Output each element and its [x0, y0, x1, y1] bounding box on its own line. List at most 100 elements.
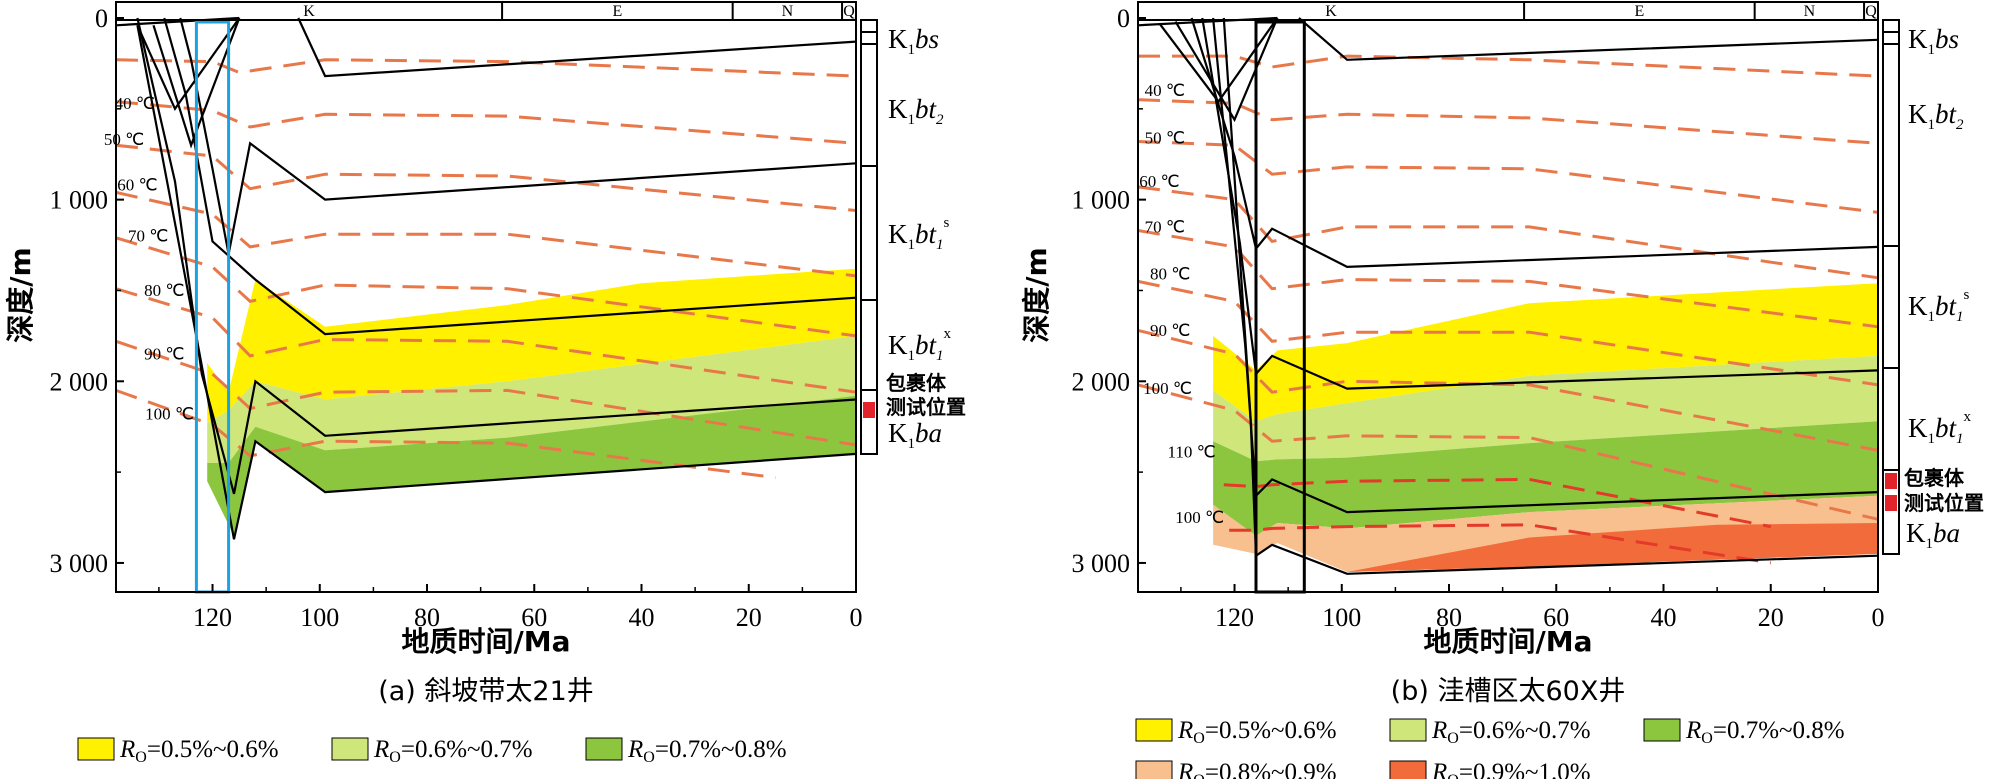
- x-tick-label: 40: [1651, 603, 1677, 632]
- x-tick-label: 120: [1215, 603, 1254, 632]
- legend-label: RO=0.6%~0.7%: [1431, 717, 1591, 747]
- isotherm-label: 50 ℃: [104, 130, 144, 149]
- ro-zone: [207, 395, 856, 536]
- ro-zone: [1347, 523, 1878, 572]
- isotherm-label: 90 ℃: [144, 345, 184, 364]
- y-tick-label: 2 000: [50, 367, 109, 396]
- isotherm-label: 100 ℃: [1143, 379, 1192, 398]
- isotherm-label: 100 ℃: [145, 404, 194, 423]
- isotherm-line: [1137, 140, 1879, 214]
- legend-swatch: [1135, 760, 1173, 779]
- axes-b: K E N Q 120 100 80 60 40 20 0 0 1 000 2 000 3 000 40 ℃ 5…: [1072, 2, 1885, 632]
- formation-label: K1ba: [1906, 518, 1960, 552]
- plot-frame-b: [1137, 1, 1879, 593]
- isotherm-line: [115, 100, 857, 145]
- isotherm-line: [1137, 279, 1879, 387]
- y-tick-label: 3 000: [50, 549, 109, 578]
- marker-note: 包裹体: [1904, 466, 1965, 490]
- caption-b: (b) 洼槽区太60X井: [1391, 676, 1626, 707]
- period-label: N: [782, 3, 794, 20]
- burial-curve: [1212, 17, 1879, 514]
- inclusion-marker-b2: [1885, 495, 1897, 511]
- isotherm-label: 100 ℃: [1175, 508, 1224, 527]
- y-axis-title-b: 深度/m: [1020, 247, 1053, 342]
- legend-swatch: [1135, 718, 1173, 742]
- y-tick-label: 2 000: [1072, 367, 1131, 396]
- formation-label: K1bs: [1908, 24, 1959, 58]
- inclusion-marker-a: [863, 402, 875, 418]
- y-tick-label: 1 000: [1072, 186, 1131, 215]
- panel-a: K E N Q 120 100 80 60 40 20 0 0 1 000 2 000 3 000 40 ℃ 5…: [4, 1, 966, 707]
- legend-swatch: [1643, 718, 1681, 742]
- x-axis-title-a: 地质时间/Ma: [402, 625, 571, 658]
- burial-curve: [1190, 17, 1879, 269]
- legend-swatch: [77, 737, 115, 761]
- formation-column-a: [860, 19, 878, 455]
- burial-curve: [1201, 17, 1879, 390]
- isotherm-line: [115, 58, 857, 78]
- isotherm-label: 40 ℃: [1145, 81, 1185, 100]
- legend-swatch: [331, 737, 369, 761]
- legend-label: RO=0.5%~0.6%: [1177, 717, 1337, 747]
- x-tick-label: 0: [850, 603, 863, 632]
- burial-curve: [136, 25, 857, 540]
- x-tick-label: 40: [629, 603, 655, 632]
- x-axis-title-b: 地质时间/Ma: [1424, 625, 1593, 658]
- isotherm-label: 90 ℃: [1150, 321, 1190, 340]
- legend-label: RO=0.7%~0.8%: [627, 736, 787, 766]
- period-label: K: [303, 3, 315, 20]
- isotherm-line: [1137, 328, 1879, 452]
- isotherm-line: [1137, 98, 1879, 145]
- isotherm-label: 60 ℃: [117, 176, 157, 195]
- isotherm-label: 80 ℃: [1150, 265, 1190, 284]
- burial-curves-b: [1137, 16, 1879, 575]
- isotherm-label: 80 ℃: [144, 281, 184, 300]
- burial-curve: [163, 17, 857, 336]
- x-tick-label: 120: [193, 603, 232, 632]
- y-tick-label: 0: [1117, 4, 1130, 33]
- period-label: K: [1325, 3, 1337, 20]
- period-label: Q: [843, 3, 855, 20]
- marker-note: 测试位置: [886, 395, 966, 419]
- isotherm-label: 50 ℃: [1145, 128, 1185, 147]
- formation-column-b: [1882, 19, 1900, 555]
- axes-a: K E N Q 120 100 80 60 40 20 0 0 1 000 2 000 3 000 40 ℃ 5…: [50, 2, 863, 632]
- x-tick-label: 20: [1758, 603, 1784, 632]
- formation-label: K1bt1x: [888, 326, 952, 364]
- burial-curve: [1298, 17, 1879, 61]
- x-tick-label: 60: [1543, 603, 1569, 632]
- plot-frame-a: [115, 1, 857, 593]
- y-tick-label: 3 000: [1072, 549, 1131, 578]
- x-tick-label: 20: [736, 603, 762, 632]
- x-tick-label: 100: [300, 603, 339, 632]
- legend-a: RO=0.5%~0.6% RO=0.6%~0.7% RO=0.7%~0.8%: [77, 736, 787, 766]
- legend-label: RO=0.5%~0.6%: [119, 736, 279, 766]
- ro-zones-a: [207, 268, 856, 536]
- formation-label: K1ba: [888, 418, 942, 452]
- period-label: E: [613, 3, 623, 20]
- isotherm-line: [1137, 383, 1879, 521]
- y-tick-label: 0: [95, 4, 108, 33]
- period-label: E: [1635, 3, 1645, 20]
- period-label: N: [1804, 3, 1816, 20]
- x-tick-label: 80: [414, 603, 440, 632]
- isotherm-label: 70 ℃: [128, 226, 168, 245]
- isotherm-line: [115, 190, 857, 278]
- x-tick-label: 60: [521, 603, 547, 632]
- marker-note: 测试位置: [1904, 491, 1984, 515]
- burial-curve: [1222, 17, 1879, 575]
- inclusion-marker-b: [1885, 473, 1897, 489]
- formation-label: K1bt2: [888, 94, 944, 128]
- period-label: Q: [1865, 3, 1877, 20]
- formation-label: K1bt1s: [1908, 287, 1970, 325]
- formation-label: K1bt1s: [888, 215, 950, 253]
- burial-curve: [136, 17, 857, 495]
- ro-zone: [1213, 421, 1878, 536]
- formation-label: K1bs: [888, 24, 939, 58]
- isotherm-line: [115, 143, 857, 212]
- legend-swatch: [1389, 760, 1427, 779]
- legend-label: RO=0.9%~1.0%: [1431, 759, 1591, 779]
- burial-curve: [179, 17, 857, 255]
- isotherm-line: [1138, 54, 1879, 78]
